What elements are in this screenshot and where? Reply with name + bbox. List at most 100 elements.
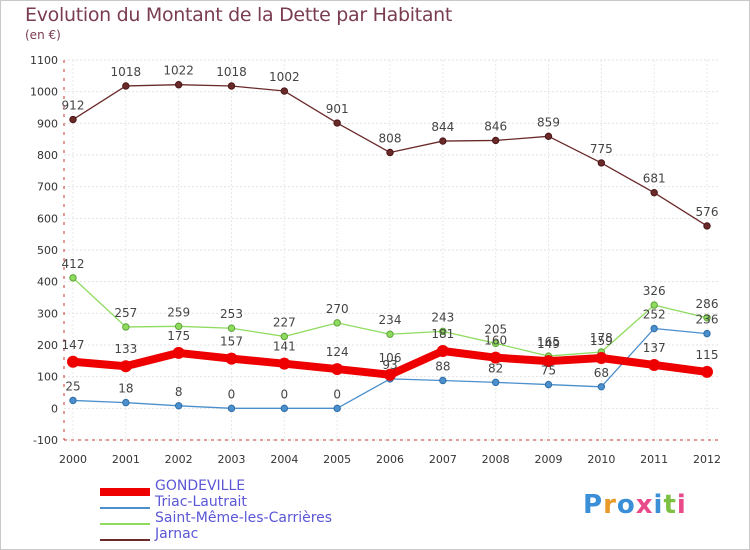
x-tick-label: 2006 [376,453,404,466]
legend-swatch [100,523,150,525]
data-point [280,404,289,413]
data-label: 859 [537,115,560,129]
data-label: 124 [326,345,349,359]
data-label: 18 [118,382,133,396]
data-point [119,360,132,373]
data-label: 775 [590,142,613,156]
data-label: 681 [643,172,666,186]
data-label: 1018 [216,65,247,79]
data-point [544,380,553,389]
data-point [650,324,658,333]
data-point [227,324,236,332]
data-label: 25 [65,379,80,393]
data-point [597,159,606,167]
y-tick-label: 0 [51,402,58,415]
data-label: 846 [484,119,507,133]
legend-label: Saint-Même-les-Carrières [155,510,333,526]
data-label: 252 [643,308,666,322]
data-point [491,378,500,387]
data-point [331,363,344,376]
data-point [491,136,500,145]
data-point [386,330,394,338]
data-point [544,132,553,141]
data-label: 75 [541,364,556,378]
logo-letter: x [635,490,654,520]
data-label: 326 [643,284,666,298]
x-tick-label: 2001 [112,453,140,466]
legend-label: Triac-Lautrait [155,494,247,510]
legend-swatch [100,507,150,509]
data-label: 93 [382,358,397,372]
data-label: 205 [484,322,507,336]
y-tick-label: 500 [37,244,58,257]
data-label: 844 [431,120,454,134]
data-label: 270 [326,302,349,316]
data-label: 8 [175,385,183,399]
data-point [650,301,658,309]
data-point [69,115,77,124]
data-label: 901 [326,102,349,116]
x-tick-label: 2000 [59,453,87,466]
data-label: 160 [484,334,507,348]
data-label: 257 [114,306,137,320]
y-tick-label: -100 [33,434,58,447]
legend-swatch [100,488,150,496]
y-tick-label: 300 [37,307,58,320]
data-label: 1018 [111,65,142,79]
x-tick-label: 2012 [693,453,721,466]
data-point [225,352,238,365]
data-point [280,87,289,95]
x-tick-label: 2008 [482,453,510,466]
data-point [227,82,236,90]
data-label: 0 [333,387,341,401]
data-point [333,119,341,127]
logo-letter: i [653,490,664,520]
data-label: 68 [594,366,609,380]
y-tick-label: 100 [37,371,58,384]
data-label: 1022 [163,64,194,78]
y-tick-label: 1100 [30,54,58,67]
y-tick-label: 600 [37,212,58,225]
data-label: 178 [590,331,613,345]
data-label: 82 [488,361,503,375]
x-tick-label: 2003 [218,453,246,466]
data-label: 115 [696,348,719,362]
data-point [67,355,79,368]
data-point [650,188,658,197]
data-point [703,314,711,322]
data-label: 133 [114,342,137,356]
data-label: 259 [167,305,190,319]
legend-label: Jarnac [155,526,199,542]
data-point [227,404,236,413]
data-label: 181 [431,327,454,341]
data-point [703,222,711,230]
y-tick-label: 1000 [30,86,58,99]
x-tick-label: 2009 [535,453,563,466]
data-point [280,332,289,341]
data-point [595,351,608,364]
data-label: 912 [62,99,85,113]
chart-title: Evolution du Montant de la Dette par Hab… [25,4,453,26]
data-label: 0 [228,387,236,401]
data-point [489,351,502,364]
data-label: 159 [590,334,613,348]
data-point [333,404,341,413]
data-point [174,402,183,410]
data-label: 157 [220,335,243,349]
legend-swatch [100,539,150,541]
y-tick-label: 900 [37,117,58,130]
data-label: 141 [273,340,296,354]
logo-letter: o [616,490,636,520]
y-tick-label: 400 [37,276,58,289]
data-point [69,396,77,405]
data-point [597,383,606,391]
data-point [703,329,711,338]
data-label: 149 [537,337,560,351]
data-label: 175 [167,329,190,343]
data-point [384,368,396,381]
data-point [439,327,447,336]
x-tick-label: 2010 [587,453,615,466]
proxiti-logo: Proxiti [583,490,687,520]
data-point [648,358,661,371]
